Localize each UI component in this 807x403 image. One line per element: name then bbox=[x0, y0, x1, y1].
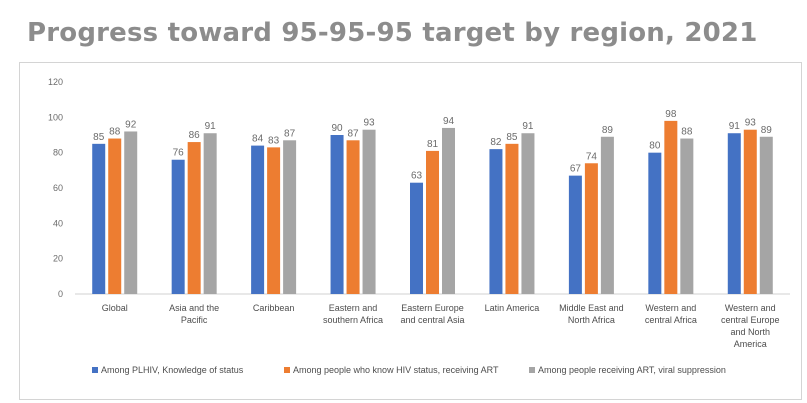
data-label: 98 bbox=[665, 109, 677, 120]
bar bbox=[759, 136, 773, 294]
data-label: 94 bbox=[443, 116, 455, 127]
bar bbox=[584, 163, 598, 294]
data-label: 89 bbox=[761, 125, 773, 136]
y-tick-label: 40 bbox=[53, 218, 63, 228]
x-tick-label: and North bbox=[731, 327, 771, 337]
x-tick-label: Pacific bbox=[181, 315, 208, 325]
y-tick-label: 100 bbox=[48, 112, 63, 122]
data-label: 74 bbox=[586, 151, 598, 162]
data-label: 87 bbox=[284, 128, 296, 139]
x-tick-label: America bbox=[734, 339, 767, 349]
bar bbox=[521, 133, 535, 294]
x-tick-label: Global bbox=[102, 303, 128, 313]
data-label: 67 bbox=[570, 164, 582, 175]
x-tick-label: central Europe bbox=[721, 315, 780, 325]
data-label: 76 bbox=[173, 148, 185, 159]
bar bbox=[187, 142, 201, 294]
y-tick-label: 120 bbox=[48, 77, 63, 87]
data-label: 91 bbox=[205, 121, 217, 132]
bar bbox=[330, 135, 344, 294]
data-label: 91 bbox=[729, 121, 741, 132]
data-label: 92 bbox=[125, 119, 137, 130]
bar bbox=[362, 129, 376, 294]
bar bbox=[505, 143, 519, 294]
data-label: 63 bbox=[411, 171, 423, 182]
bar bbox=[600, 136, 614, 294]
data-label: 85 bbox=[93, 132, 105, 143]
legend-label: Among people who know HIV status, receiv… bbox=[293, 365, 499, 375]
bar bbox=[410, 182, 423, 294]
bar bbox=[442, 127, 455, 294]
x-tick-label: Eastern and bbox=[329, 303, 378, 313]
bar bbox=[727, 133, 741, 294]
legend-label: Among PLHIV, Knowledge of status bbox=[101, 365, 244, 375]
x-tick-label: southern Africa bbox=[323, 315, 383, 325]
bar bbox=[124, 131, 138, 294]
bar bbox=[108, 138, 122, 294]
data-label: 83 bbox=[268, 135, 280, 146]
data-label: 90 bbox=[331, 123, 343, 134]
x-tick-label: North Africa bbox=[568, 315, 615, 325]
bar bbox=[251, 145, 265, 294]
bar bbox=[283, 140, 297, 294]
bar bbox=[267, 147, 281, 294]
x-tick-label: Latin America bbox=[485, 303, 540, 313]
data-label: 86 bbox=[189, 130, 201, 141]
data-label: 80 bbox=[649, 141, 661, 152]
bar bbox=[92, 143, 106, 294]
y-tick-label: 60 bbox=[53, 183, 63, 193]
legend-swatch bbox=[92, 367, 98, 373]
data-label: 93 bbox=[745, 118, 757, 129]
bar bbox=[203, 133, 217, 294]
data-label: 88 bbox=[681, 127, 693, 138]
bar bbox=[171, 159, 185, 294]
legend-swatch bbox=[529, 367, 535, 373]
legend-swatch bbox=[284, 367, 290, 373]
data-label: 84 bbox=[252, 134, 264, 145]
y-tick-label: 20 bbox=[53, 254, 63, 264]
x-tick-label: Western and bbox=[645, 303, 696, 313]
bar bbox=[489, 149, 503, 294]
x-tick-label: Caribbean bbox=[253, 303, 295, 313]
y-tick-label: 0 bbox=[58, 289, 63, 299]
bar bbox=[346, 140, 360, 294]
data-label: 89 bbox=[602, 125, 614, 136]
chart-title: Progress toward 95-95-95 target by regio… bbox=[27, 18, 758, 48]
data-label: 82 bbox=[490, 137, 502, 148]
x-tick-label: Eastern Europe bbox=[401, 303, 464, 313]
x-tick-label: and central Asia bbox=[400, 315, 464, 325]
x-tick-label: Middle East and bbox=[559, 303, 624, 313]
x-tick-label: Asia and the bbox=[169, 303, 219, 313]
bar bbox=[568, 175, 582, 294]
data-label: 81 bbox=[427, 139, 439, 150]
x-tick-label: Western and bbox=[725, 303, 776, 313]
data-label: 87 bbox=[347, 128, 359, 139]
data-label: 91 bbox=[522, 121, 534, 132]
data-label: 88 bbox=[109, 127, 121, 138]
data-label: 93 bbox=[363, 118, 375, 129]
bar bbox=[680, 138, 694, 294]
bar bbox=[664, 120, 678, 294]
x-tick-label: central Africa bbox=[645, 315, 697, 325]
bar bbox=[743, 129, 757, 294]
legend-label: Among people receiving ART, viral suppre… bbox=[538, 365, 726, 375]
bar bbox=[648, 152, 662, 294]
bar bbox=[426, 150, 439, 294]
data-label: 85 bbox=[506, 132, 518, 143]
y-tick-label: 80 bbox=[53, 148, 63, 158]
